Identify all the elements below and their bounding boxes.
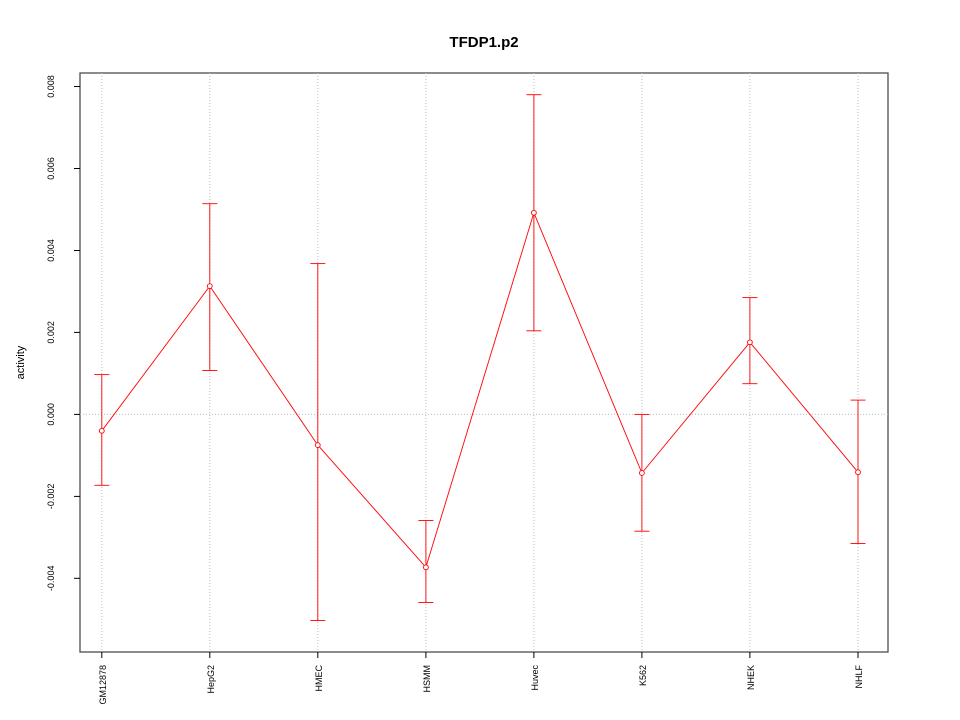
svg-text:HSMM: HSMM [422, 665, 432, 693]
svg-text:HepG2: HepG2 [206, 665, 216, 694]
svg-text:-0.002: -0.002 [46, 484, 56, 510]
svg-text:0.006: 0.006 [46, 157, 56, 180]
svg-text:activity: activity [15, 345, 27, 379]
svg-text:0.002: 0.002 [46, 321, 56, 344]
svg-text:0.004: 0.004 [46, 239, 56, 262]
svg-text:GM12878: GM12878 [98, 665, 108, 705]
svg-text:NHEK: NHEK [746, 665, 756, 690]
svg-text:0.008: 0.008 [46, 75, 56, 98]
svg-text:TFDP1.p2: TFDP1.p2 [449, 34, 518, 51]
svg-text:HMEC: HMEC [314, 665, 324, 692]
svg-text:K562: K562 [638, 665, 648, 686]
svg-text:NHLF: NHLF [854, 665, 864, 689]
svg-text:-0.004: -0.004 [46, 566, 56, 592]
svg-text:Huvec: Huvec [530, 665, 540, 691]
svg-text:0.000: 0.000 [46, 403, 56, 426]
